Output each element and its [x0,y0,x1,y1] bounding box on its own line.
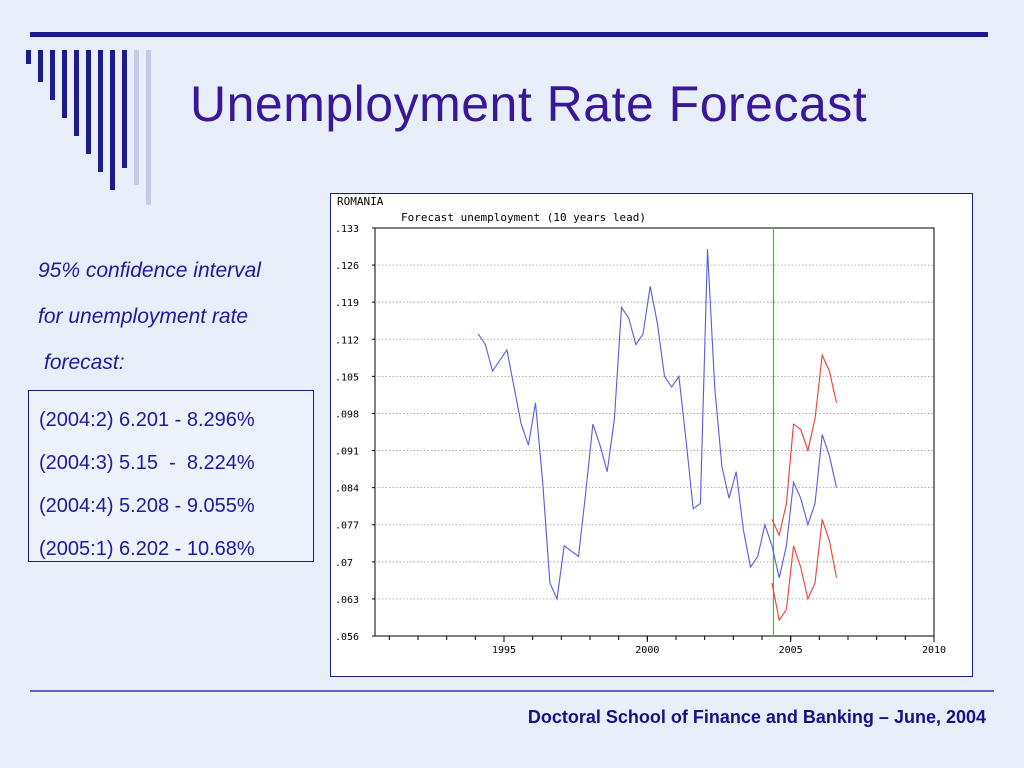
decorative-stripes [26,50,166,210]
y-tick-label: .126 [335,261,359,272]
y-tick-label: .077 [335,521,359,532]
ci-row: (2004:4) 5.208 - 9.055% [39,495,255,517]
y-tick-label: .07 [335,558,353,569]
y-tick-label: .091 [335,447,359,458]
top-rule [30,32,988,37]
plot-frame [374,227,935,637]
chart-panel: ROMANIA Forecast unemployment (10 years l… [330,193,973,677]
ci-description-line: 95% confidence interval [38,259,261,282]
forecast-chart: ROMANIA Forecast unemployment (10 years l… [335,195,946,656]
y-tick-label: .084 [335,484,359,495]
slide-title: Unemployment Rate Forecast [190,76,868,132]
ci-row: (2005:1) 6.202 - 10.68% [39,538,255,560]
y-tick-label: .119 [335,298,359,309]
ci-description-line: forecast: [44,351,125,374]
ci-row: (2004:3) 5.15 - 8.224% [39,452,255,474]
y-tick-label: .133 [335,224,359,235]
y-tick-label: .056 [335,632,359,643]
x-tick-label: 1995 [492,645,516,656]
series-line-confidence-bound [771,353,838,538]
y-tick-label: .098 [335,409,359,420]
confidence-interval-box: (2004:2) 6.201 - 8.296% (2004:3) 5.15 - … [28,390,314,562]
series-line-forecast [477,249,838,601]
y-tick-label: .105 [335,372,359,383]
footer-text: Doctoral School of Finance and Banking –… [527,707,986,727]
x-tick-label: 2005 [779,645,803,656]
chart-country-label: ROMANIA [337,195,384,208]
x-tick-label: 2010 [922,645,946,656]
series-line-confidence-bound [771,519,838,622]
y-tick-label: .112 [335,335,359,346]
chart-title: Forecast unemployment (10 years lead) [401,211,646,224]
ci-row: (2004:2) 6.201 - 8.296% [39,409,255,431]
bottom-rule [30,690,994,692]
ci-description: 95% confidence interval for unemployment… [38,248,328,386]
ci-description-line: for unemployment rate [38,305,249,328]
y-tick-label: .063 [335,595,359,606]
x-tick-label: 2000 [635,645,659,656]
